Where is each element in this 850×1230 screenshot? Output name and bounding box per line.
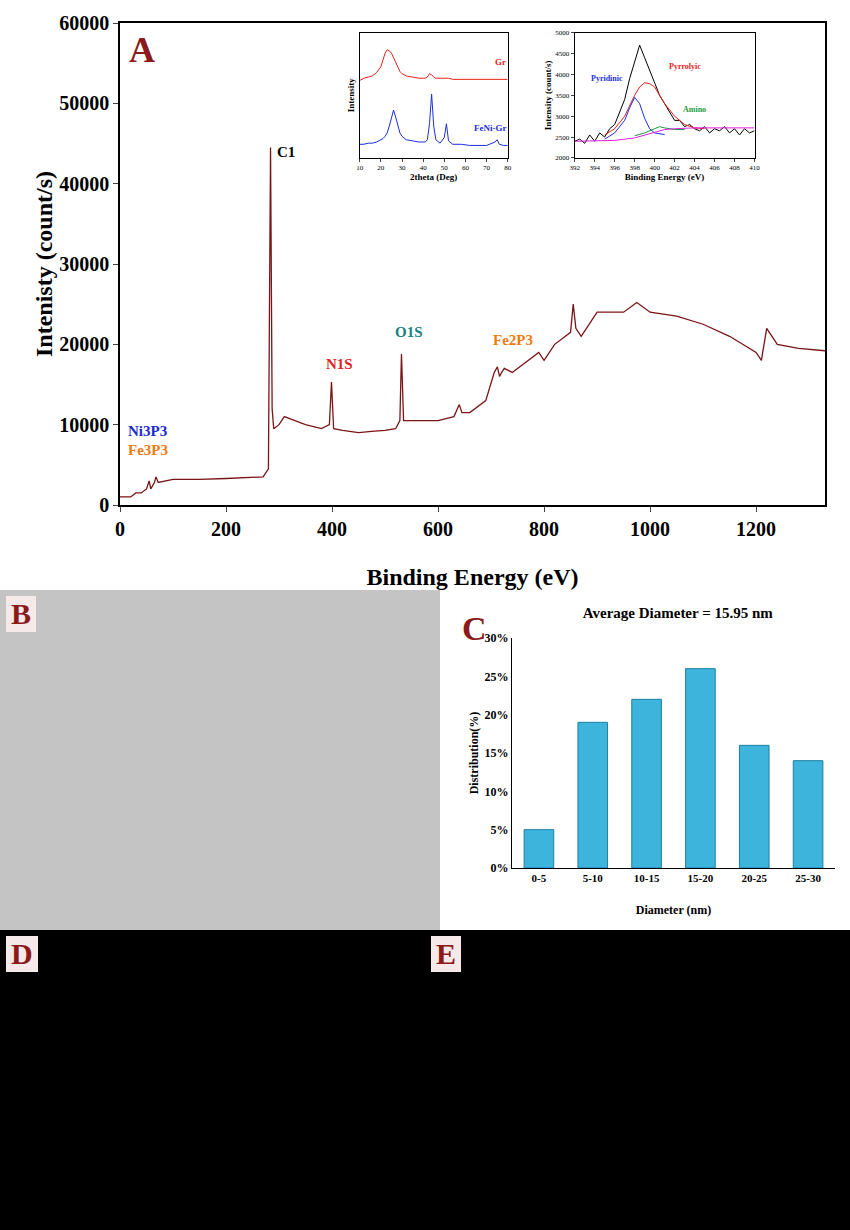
svg-text:Diameter (nm): Diameter (nm) bbox=[636, 903, 711, 917]
svg-text:Average Diameter = 15.95 nm: Average Diameter = 15.95 nm bbox=[583, 605, 774, 621]
svg-text:20: 20 bbox=[377, 164, 385, 172]
svg-text:400: 400 bbox=[649, 164, 660, 172]
svg-text:410: 410 bbox=[749, 164, 760, 172]
svg-text:60: 60 bbox=[462, 164, 470, 172]
svg-text:20000: 20000 bbox=[59, 333, 109, 355]
svg-text:80: 80 bbox=[504, 164, 512, 172]
svg-text:406: 406 bbox=[709, 164, 720, 172]
svg-text:Distribution(%): Distribution(%) bbox=[467, 712, 481, 795]
svg-text:2000: 2000 bbox=[555, 154, 570, 162]
html-text:E: E bbox=[436, 937, 456, 970]
svg-text:5-10: 5-10 bbox=[583, 872, 604, 884]
svg-text:400: 400 bbox=[317, 518, 347, 540]
svg-text:25-30: 25-30 bbox=[795, 872, 821, 884]
svg-text:Fe2P3: Fe2P3 bbox=[493, 332, 533, 348]
svg-text:10%: 10% bbox=[485, 785, 509, 799]
svg-text:40: 40 bbox=[420, 164, 428, 172]
svg-text:60000: 60000 bbox=[59, 12, 109, 34]
svg-text:200: 200 bbox=[211, 518, 241, 540]
svg-text:30: 30 bbox=[399, 164, 407, 172]
svg-text:50: 50 bbox=[441, 164, 449, 172]
svg-text:Amino: Amino bbox=[683, 105, 706, 114]
svg-text:398: 398 bbox=[629, 164, 640, 172]
svg-text:Pyridinic: Pyridinic bbox=[591, 74, 623, 83]
svg-text:600: 600 bbox=[423, 518, 453, 540]
svg-text:25%: 25% bbox=[485, 670, 509, 684]
svg-text:20%: 20% bbox=[485, 708, 509, 722]
svg-text:402: 402 bbox=[669, 164, 680, 172]
svg-text:Intenisty (count/s): Intenisty (count/s) bbox=[31, 171, 57, 357]
svg-text:4000: 4000 bbox=[555, 71, 570, 79]
svg-text:10-15: 10-15 bbox=[634, 872, 660, 884]
svg-text:0%: 0% bbox=[491, 861, 509, 875]
svg-text:394: 394 bbox=[589, 164, 600, 172]
svg-text:FeNi-Gr: FeNi-Gr bbox=[474, 123, 506, 133]
html-text:D: D bbox=[11, 937, 33, 970]
svg-text:10000: 10000 bbox=[59, 414, 109, 436]
svg-text:392: 392 bbox=[569, 164, 580, 172]
svg-text:404: 404 bbox=[689, 164, 700, 172]
svg-text:1000: 1000 bbox=[630, 518, 670, 540]
svg-text:0: 0 bbox=[115, 518, 125, 540]
svg-text:70: 70 bbox=[483, 164, 491, 172]
svg-text:C: C bbox=[462, 610, 487, 647]
svg-text:20-25: 20-25 bbox=[741, 872, 767, 884]
html-text:B: B bbox=[11, 597, 31, 630]
svg-text:2theta (Deg): 2theta (Deg) bbox=[410, 172, 457, 182]
svg-text:Ni3P3: Ni3P3 bbox=[128, 423, 167, 439]
svg-text:5%: 5% bbox=[491, 823, 509, 837]
svg-text:Gr: Gr bbox=[495, 57, 506, 67]
svg-text:396: 396 bbox=[609, 164, 620, 172]
svg-text:Binding Energy (eV): Binding Energy (eV) bbox=[366, 564, 578, 590]
svg-text:10: 10 bbox=[356, 164, 364, 172]
svg-text:0-5: 0-5 bbox=[532, 872, 547, 884]
svg-text:Fe3P3: Fe3P3 bbox=[128, 442, 168, 458]
svg-text:15-20: 15-20 bbox=[688, 872, 714, 884]
svg-text:40000: 40000 bbox=[59, 173, 109, 195]
svg-text:Intensity: Intensity bbox=[346, 78, 356, 113]
svg-text:Binding Energy (eV): Binding Energy (eV) bbox=[625, 172, 705, 182]
svg-text:3000: 3000 bbox=[555, 113, 570, 121]
svg-text:408: 408 bbox=[729, 164, 740, 172]
svg-text:30000: 30000 bbox=[59, 253, 109, 275]
svg-text:A: A bbox=[129, 30, 155, 70]
svg-text:800: 800 bbox=[529, 518, 559, 540]
svg-text:0: 0 bbox=[99, 494, 109, 516]
svg-text:4500: 4500 bbox=[555, 50, 570, 58]
svg-text:O1S: O1S bbox=[395, 324, 423, 340]
svg-text:1200: 1200 bbox=[736, 518, 776, 540]
svg-text:C1: C1 bbox=[277, 144, 295, 160]
svg-text:30%: 30% bbox=[485, 631, 509, 645]
svg-text:3500: 3500 bbox=[555, 92, 570, 100]
svg-text:5000: 5000 bbox=[555, 29, 570, 37]
svg-text:2500: 2500 bbox=[555, 134, 570, 142]
svg-text:15%: 15% bbox=[485, 746, 509, 760]
svg-text:N1S: N1S bbox=[326, 356, 353, 372]
svg-text:Intensity (count/s): Intensity (count/s) bbox=[543, 60, 553, 130]
svg-text:Pyrrolyic: Pyrrolyic bbox=[669, 62, 701, 71]
svg-text:50000: 50000 bbox=[59, 92, 109, 114]
